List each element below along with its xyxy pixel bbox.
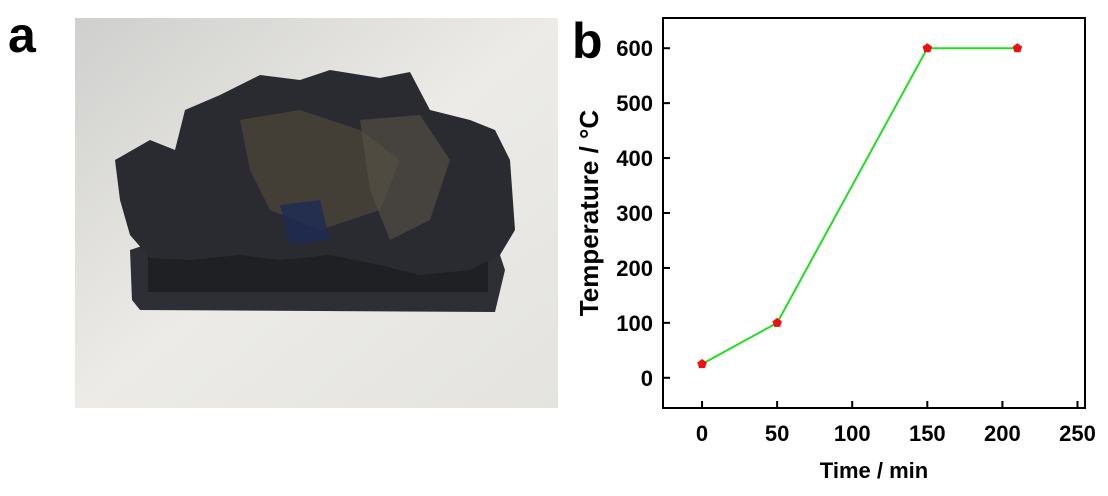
y-tick-label: 100 (616, 311, 653, 336)
panel-label: a (8, 7, 37, 63)
plot-frame (662, 17, 1086, 409)
y-tick-label: 600 (616, 36, 653, 61)
x-tick-label: 150 (909, 421, 946, 446)
x-tick-label: 250 (1059, 421, 1096, 446)
y-axis-label: Temperature / °C (574, 110, 604, 317)
photo (75, 18, 558, 408)
x-tick-label: 50 (765, 421, 789, 446)
marker (772, 317, 782, 327)
y-tick-label: 400 (616, 146, 653, 171)
y-tick-label: 500 (616, 91, 653, 116)
marker (1012, 43, 1023, 53)
x-tick-label: 0 (696, 421, 708, 446)
x-axis-label: Time / min (820, 458, 928, 483)
marker (697, 359, 707, 369)
y-tick-label: 200 (616, 256, 653, 281)
x-tick-label: 200 (984, 421, 1021, 446)
panel-label: b (572, 13, 603, 69)
line (701, 47, 1018, 365)
x-tick-label: 100 (834, 421, 871, 446)
y-tick-label: 300 (616, 201, 653, 226)
marker (922, 43, 933, 53)
y-tick-label: 0 (641, 366, 653, 391)
